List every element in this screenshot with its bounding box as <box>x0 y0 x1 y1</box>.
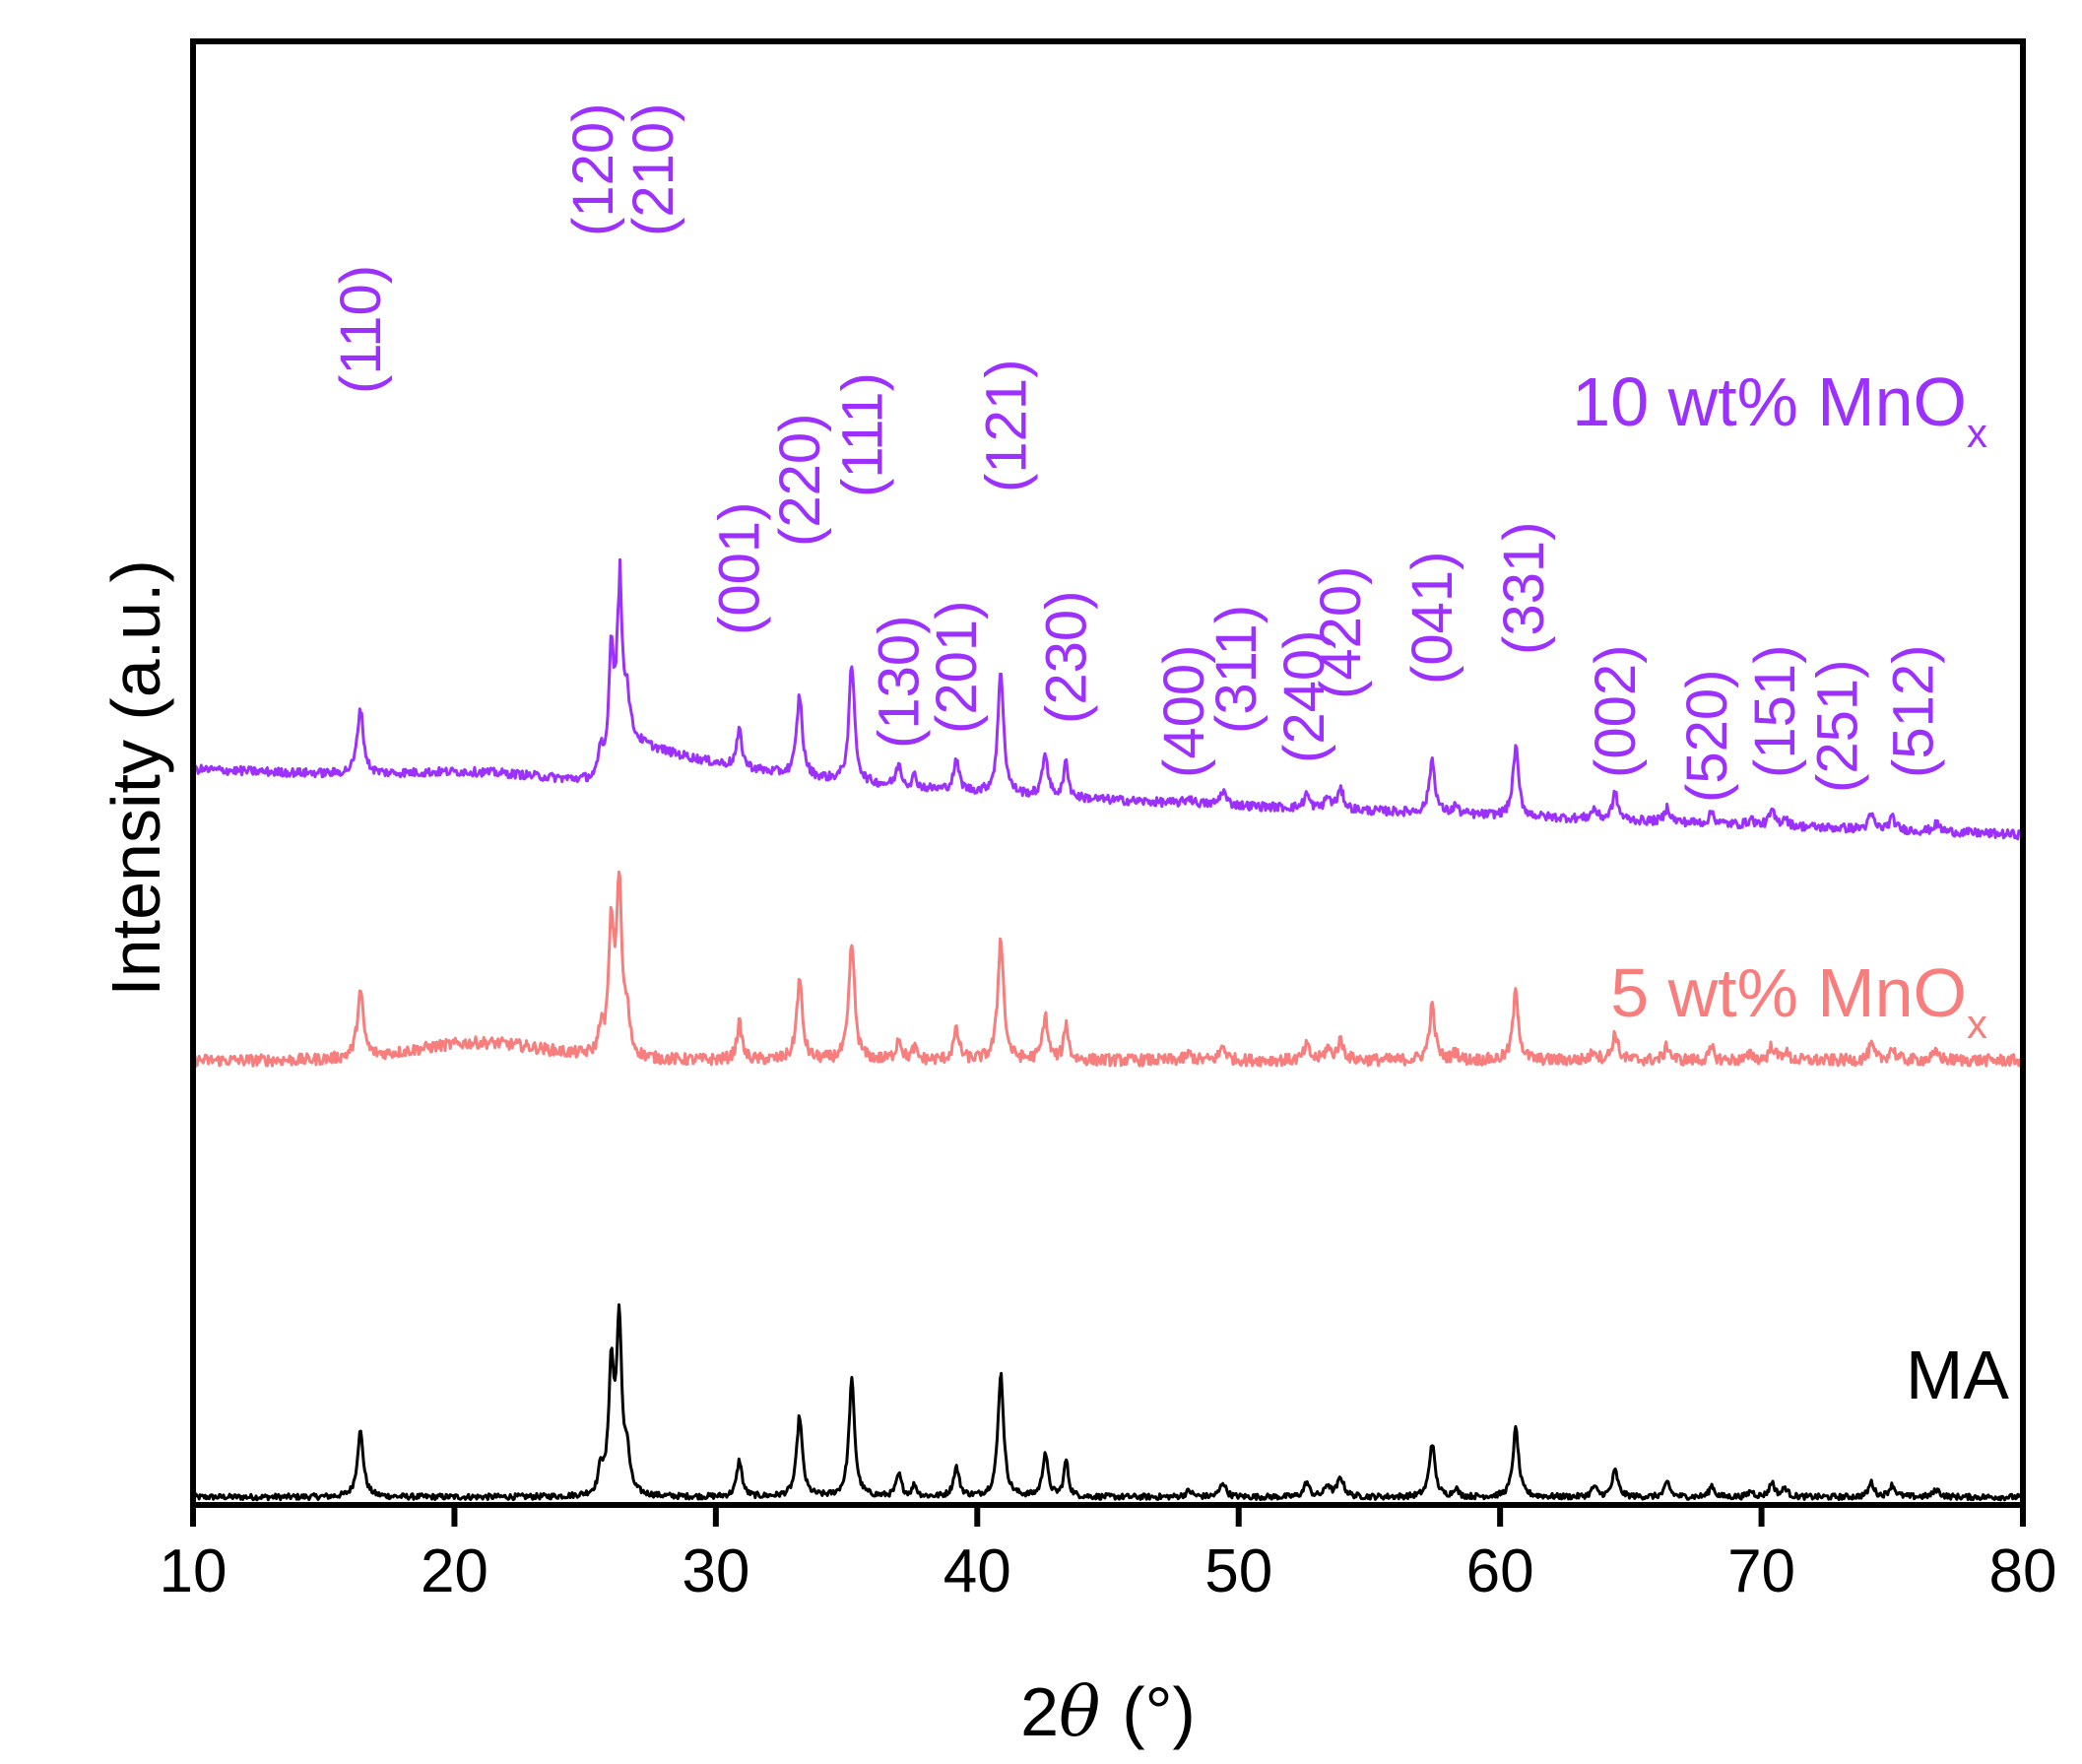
peak-label: (331) <box>1492 522 1556 655</box>
series-labels: MA 5 wt% MnOx 10 wt% MnOx <box>1572 363 2009 1413</box>
x-axis-title-symbol: θ <box>1059 1671 1100 1752</box>
series-label: MA <box>1906 1337 2009 1413</box>
peak-label: (110) <box>329 265 393 394</box>
peak-label: (251) <box>1806 660 1870 793</box>
x-tick-label: 70 <box>1727 1537 1795 1605</box>
plot-frame <box>190 38 2026 1508</box>
peak-label: (120) <box>561 103 625 236</box>
series-line-ma <box>191 1303 2024 1502</box>
x-axis-title-unit: (°) <box>1122 1673 1196 1750</box>
y-axis-title: Intensity (a.u.) <box>98 559 174 997</box>
peak-labels: (110) (120)(210) (001)(220)(111) (130)(201)… <box>329 103 1946 803</box>
x-axis-title-prefix: 2 <box>1020 1673 1059 1750</box>
peak-label: (210) <box>621 103 685 236</box>
x-tick-label: 80 <box>1989 1537 2057 1605</box>
peak-label: (512) <box>1882 645 1946 778</box>
x-axis-title: 2θ (°) <box>1020 1671 1196 1752</box>
peak-label: (002) <box>1584 645 1648 778</box>
peak-label: (111) <box>831 372 895 497</box>
series-line-5-wt-mno <box>191 870 2025 1068</box>
peak-label: (400) <box>1152 645 1216 778</box>
plot-lines <box>191 557 2025 1502</box>
peak-label: (001) <box>708 502 772 635</box>
series-label: 10 wt% MnOx <box>1572 363 1987 456</box>
peak-label: (041) <box>1400 552 1464 685</box>
peak-label: (151) <box>1743 645 1807 778</box>
series-line-10-wt-mno <box>191 557 2025 841</box>
x-tick-label: 20 <box>421 1537 488 1605</box>
x-tick-label: 60 <box>1466 1537 1534 1605</box>
series-label: 5 wt% MnOx <box>1610 954 1987 1047</box>
peak-label: (130) <box>868 616 932 749</box>
peak-label: (240) <box>1272 630 1336 763</box>
x-tick-label: 10 <box>160 1537 228 1605</box>
peak-label: (520) <box>1675 670 1739 803</box>
x-tick-label: 30 <box>682 1537 749 1605</box>
peak-label: (220) <box>768 414 832 547</box>
peak-label: (201) <box>925 601 989 734</box>
peak-label: (311) <box>1204 605 1269 734</box>
peak-label: (230) <box>1035 591 1099 724</box>
x-tick-label: 50 <box>1204 1537 1272 1605</box>
x-tick-label: 40 <box>943 1537 1011 1605</box>
x-ticks: 10 20 30 40 50 60 70 80 <box>160 1505 2057 1605</box>
peak-label: (121) <box>975 359 1039 492</box>
peak-label: (420) <box>1309 566 1373 699</box>
